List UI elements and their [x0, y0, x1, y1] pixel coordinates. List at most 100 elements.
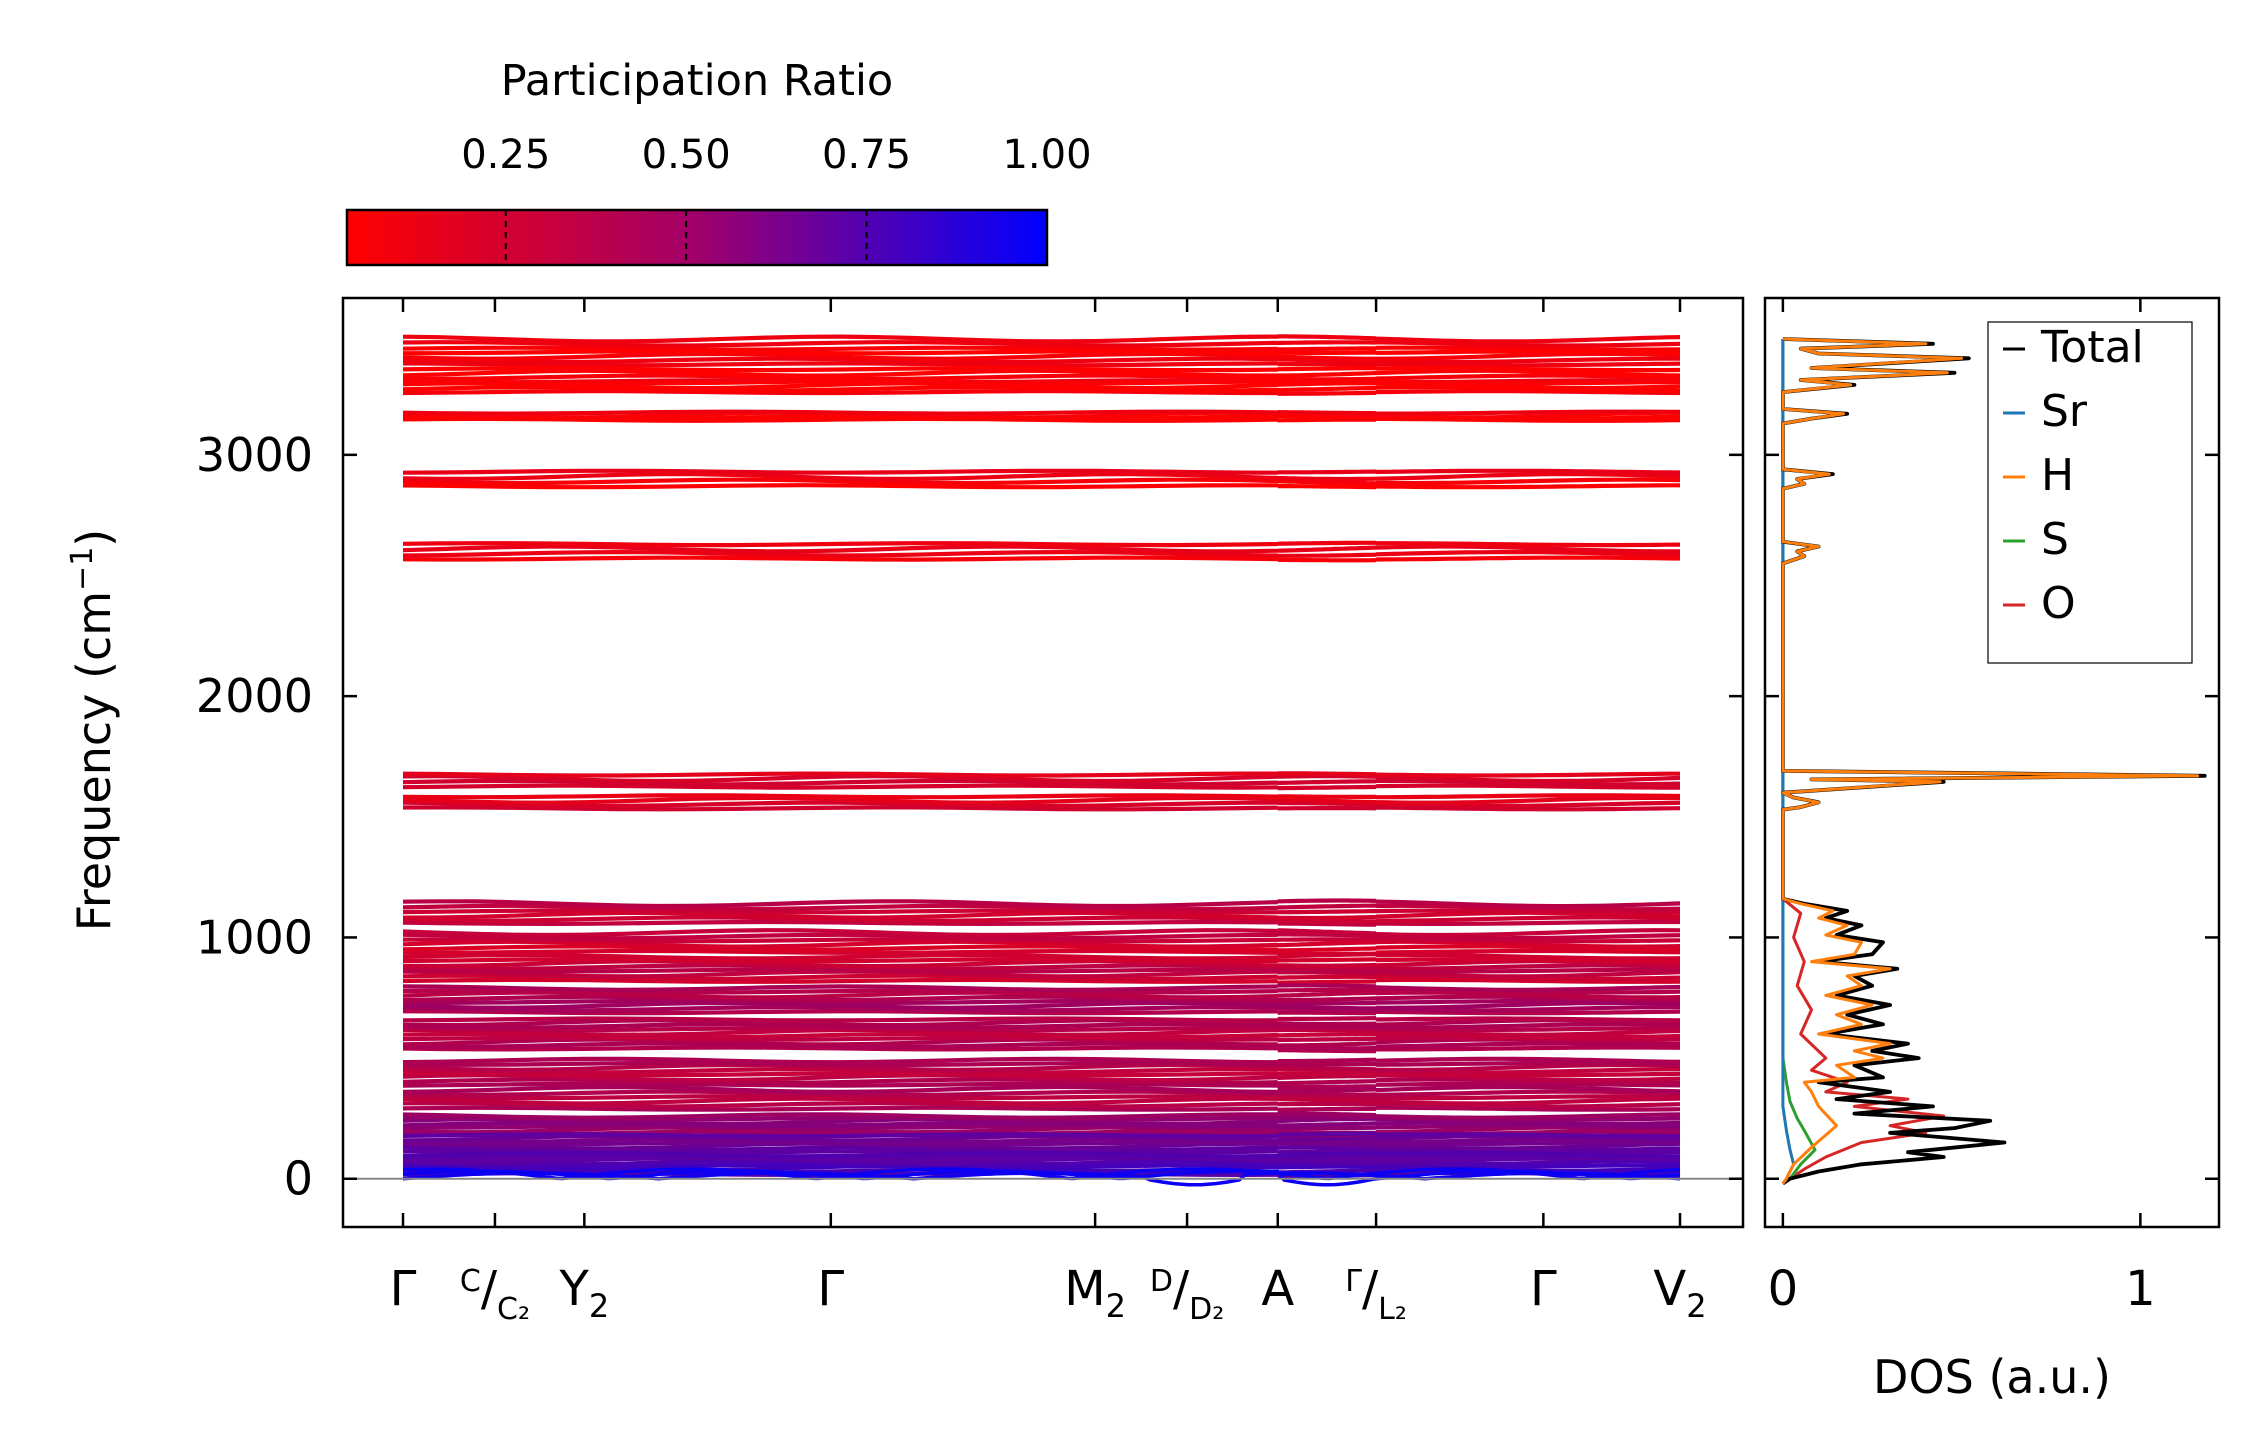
legend-label-o: O — [2041, 578, 2076, 629]
colorbar-ticks: 0.25 0.50 0.75 1.00 — [461, 132, 1092, 265]
k-point-label: Y2 — [558, 1261, 609, 1325]
phonon-band — [402, 948, 1681, 957]
phonon-band — [402, 1089, 1681, 1098]
k-point-label: A — [1261, 1261, 1294, 1317]
colorbar-tick-label: 0.25 — [461, 132, 550, 178]
phonon-band — [402, 1000, 1681, 1011]
phonon-band — [402, 379, 1681, 386]
phonon-band — [402, 361, 1681, 368]
colorbar: Participation Ratio 0.25 0.50 0.75 1.00 — [345, 56, 1092, 267]
phonon-band — [402, 540, 1681, 548]
phonon-band — [402, 774, 1681, 784]
legend-frame — [1987, 321, 2193, 664]
phonon-band — [402, 898, 1681, 909]
k-point-label: Γ — [817, 1261, 844, 1317]
phonon-band — [402, 977, 1681, 985]
phonon-band — [402, 340, 1681, 348]
phonon-band — [402, 800, 1681, 809]
phonon-band — [402, 477, 1681, 486]
y-tick-label: 1000 — [196, 910, 313, 964]
acoustic-band — [402, 1167, 1681, 1181]
phonon-band — [402, 1140, 1681, 1147]
frequency-label-main: Frequency (cm — [67, 591, 121, 931]
dos-panel-frame — [1763, 296, 2221, 1229]
k-point-label: D/D₂ — [1150, 1261, 1224, 1327]
phonon-band — [402, 783, 1680, 791]
phonon-band — [402, 468, 1681, 475]
kpath-axis: Γ C/C₂ Y2 Γ M2 D/D₂ A Γ/L₂ Γ V2 — [390, 298, 1707, 1327]
phonon-band — [402, 1123, 1681, 1131]
phonon-band — [402, 555, 1681, 563]
band-panel-frame — [341, 296, 1745, 1229]
phonon-band — [402, 937, 1681, 944]
phonon-band — [402, 963, 1681, 971]
legend-label-sr: Sr — [2041, 386, 2088, 437]
phonon-band — [402, 1150, 1681, 1159]
phonon-band — [402, 1105, 1681, 1112]
dos-axis-label: DOS (a.u.) — [1873, 1350, 2111, 1404]
phonon-band — [402, 952, 1681, 961]
phonon-band — [402, 1060, 1681, 1068]
phonon-band — [402, 778, 1681, 787]
frequency-axis: 0 1000 2000 3000 — [196, 428, 1743, 1206]
phonon-band — [402, 549, 1681, 558]
phonon-band — [402, 793, 1681, 800]
phonon-band — [402, 987, 1681, 995]
phonon-band — [402, 1084, 1681, 1095]
phonon-band — [403, 349, 1681, 356]
k-point-label: C/C₂ — [460, 1261, 530, 1327]
band-lines — [402, 334, 1681, 1187]
frequency-label-close: ) — [67, 529, 121, 547]
phonon-band — [402, 1056, 1681, 1065]
phonon-band — [402, 409, 1681, 416]
phonon-band — [402, 351, 1681, 361]
frequency-label-sup: −1 — [65, 547, 100, 591]
k-point-label: Γ/L₂ — [1345, 1261, 1407, 1327]
phonon-band — [402, 1081, 1681, 1090]
phonon-band — [402, 957, 1681, 964]
phonon-band — [402, 998, 1681, 1006]
dos-legend: Total Sr HSO — [1987, 321, 2193, 664]
k-point-label: V2 — [1653, 1261, 1706, 1325]
colorbar-tick-label: 0.75 — [822, 132, 911, 178]
phonon-band — [402, 919, 1680, 927]
phonon-band — [402, 365, 1681, 373]
phonon-band — [402, 1136, 1681, 1145]
k-point-label: Γ — [390, 1261, 417, 1317]
phonon-band — [402, 1062, 1681, 1072]
phonon-band — [402, 771, 1680, 778]
phonon-band — [402, 334, 1681, 344]
phonon-band — [402, 345, 1681, 352]
phonon-band — [402, 1094, 1681, 1101]
colorbar-gradient — [345, 208, 1049, 267]
phonon-band — [402, 1111, 1681, 1120]
k-point-label: M2 — [1064, 1261, 1126, 1325]
dos-x-tick-label: 1 — [2125, 1261, 2156, 1317]
phonon-band — [402, 915, 1681, 924]
phonon-band — [402, 471, 1681, 482]
y-tick-label: 0 — [284, 1152, 313, 1206]
phonon-band — [402, 967, 1680, 974]
phonon-band — [402, 908, 1680, 915]
dos-x-tick-label: 0 — [1768, 1261, 1799, 1317]
phonon-band — [402, 1022, 1681, 1030]
phonon-band — [402, 1045, 1681, 1054]
colorbar-tick-label: 1.00 — [1002, 132, 1091, 178]
phonon-band — [402, 373, 1681, 382]
legend-label-h: H — [2041, 450, 2074, 501]
legend-label-s: S — [2041, 514, 2069, 565]
phonon-band — [402, 1131, 1680, 1139]
phonon-band — [402, 795, 1681, 805]
phonon-band — [402, 932, 1681, 941]
k-point-label: Γ — [1530, 1261, 1557, 1317]
phonon-band — [402, 388, 1681, 396]
phonon-band — [402, 356, 1681, 365]
colorbar-label: Participation Ratio — [501, 56, 894, 106]
phonon-band — [402, 805, 1681, 812]
legend-label-total: Total — [2040, 322, 2144, 373]
colorbar-tick-label: 0.50 — [642, 132, 731, 178]
phonon-band — [402, 483, 1680, 490]
